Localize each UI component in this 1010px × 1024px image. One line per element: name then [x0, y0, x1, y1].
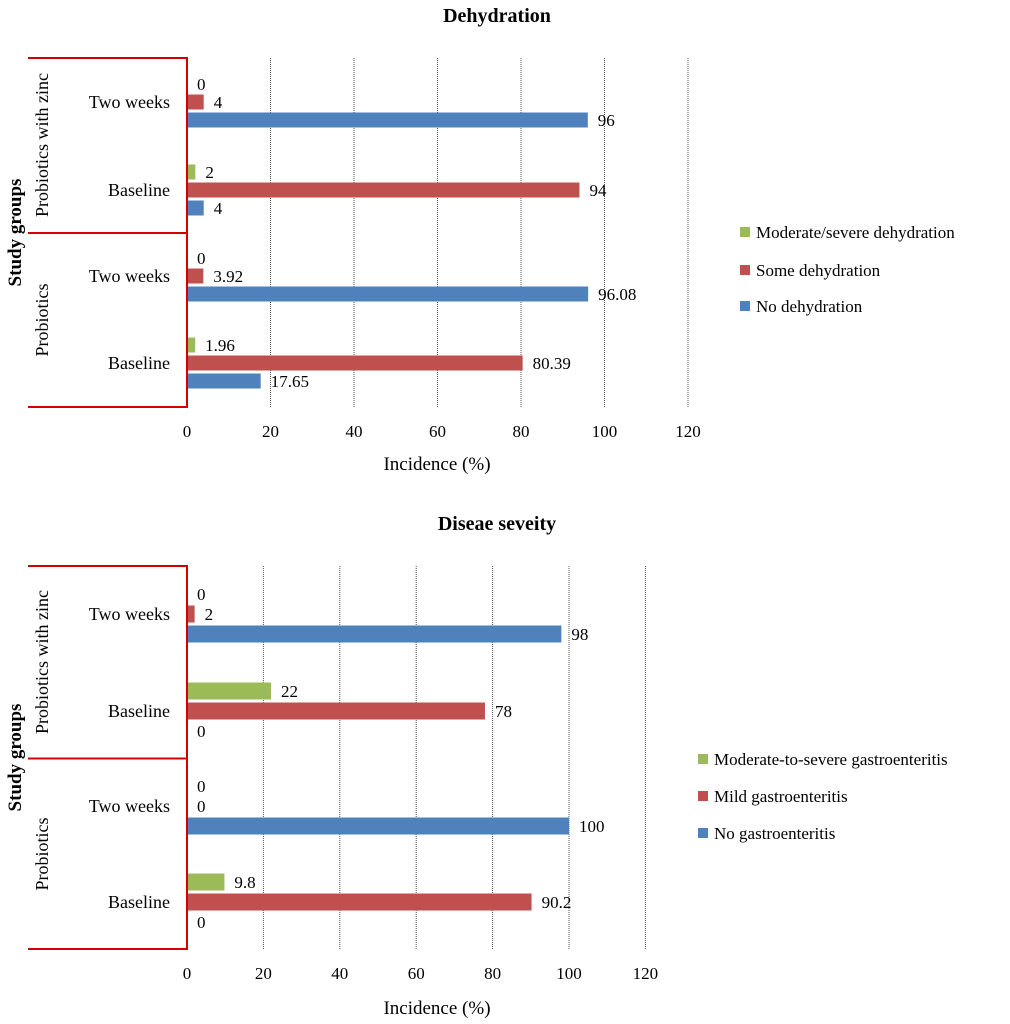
data-label: 78 [495, 702, 512, 721]
category-label: Baseline [108, 892, 170, 912]
bar [187, 337, 196, 353]
x-tick-label: 80 [484, 964, 501, 983]
data-label: 0 [197, 913, 206, 932]
data-label: 0 [197, 75, 206, 94]
bar [187, 682, 272, 700]
x-tick-label: 120 [633, 964, 659, 983]
legend-label: Moderate/severe dehydration [756, 223, 955, 242]
category-label: Two weeks [89, 604, 170, 624]
category-label: Baseline [108, 701, 170, 721]
data-label: 0 [197, 777, 206, 796]
legend-swatch [698, 828, 708, 838]
data-label: 4 [214, 93, 223, 112]
legend-swatch [698, 754, 708, 764]
data-label: 90.2 [542, 893, 572, 912]
data-label: 0 [197, 249, 206, 268]
data-label: 22 [281, 682, 298, 701]
x-tick-label: 40 [331, 964, 348, 983]
bar [187, 164, 196, 180]
data-label: 80.39 [533, 354, 571, 373]
data-label: 1.96 [205, 336, 235, 355]
bar [187, 873, 225, 891]
bar [187, 182, 580, 198]
data-label: 3.92 [213, 267, 243, 286]
legend-label: No dehydration [756, 297, 863, 316]
x-axis-label: Incidence (%) [383, 454, 490, 475]
data-label: 9.8 [234, 873, 255, 892]
chart-title: Dehydration [443, 5, 551, 27]
data-label: 2 [205, 163, 214, 182]
legend-label: Some dehydration [756, 261, 881, 280]
bar [187, 200, 204, 216]
category-label: Two weeks [89, 796, 170, 816]
legend-swatch [740, 301, 750, 311]
y-axis-label: Study groups [5, 704, 26, 812]
data-label: 0 [197, 722, 206, 741]
category-label: Two weeks [89, 266, 170, 286]
bar [187, 373, 261, 389]
bar [187, 94, 204, 110]
data-label: 0 [197, 585, 206, 604]
legend-label: No gastroenteritis [714, 824, 835, 843]
data-label: 0 [197, 797, 206, 816]
x-tick-label: 100 [556, 964, 582, 983]
x-tick-label: 100 [592, 422, 618, 441]
legend-label: Mild gastroenteritis [714, 787, 848, 806]
legend-label: Moderate-to-severe gastroenteritis [714, 750, 948, 769]
group-label: Probiotics with zinc [32, 590, 52, 734]
data-label: 94 [589, 181, 607, 200]
legend-swatch [740, 227, 750, 237]
x-tick-label: 0 [183, 964, 192, 983]
x-tick-label: 0 [183, 422, 192, 441]
bar [187, 702, 485, 720]
group-label: Probiotics with zinc [32, 73, 52, 217]
group-label: Probiotics [32, 817, 52, 890]
bar [187, 605, 195, 623]
bar [187, 286, 589, 302]
legend-swatch [698, 791, 708, 801]
x-tick-label: 60 [429, 422, 446, 441]
data-label: 17.65 [271, 372, 309, 391]
legend-swatch [740, 265, 750, 275]
data-label: 4 [214, 199, 223, 218]
bar [187, 268, 204, 284]
x-tick-label: 20 [255, 964, 272, 983]
x-tick-label: 60 [408, 964, 425, 983]
category-label: Baseline [108, 180, 170, 200]
data-label: 96.08 [598, 285, 636, 304]
data-label: 2 [205, 605, 214, 624]
x-tick-label: 40 [346, 422, 363, 441]
group-bracket [28, 757, 188, 950]
y-axis-label: Study groups [5, 179, 26, 287]
data-label: 96 [598, 111, 615, 130]
data-label: 100 [579, 817, 605, 836]
bar [187, 893, 532, 911]
x-axis-label: Incidence (%) [383, 998, 490, 1019]
bar [187, 817, 569, 835]
bar [187, 355, 523, 371]
x-tick-label: 80 [513, 422, 530, 441]
bar [187, 112, 588, 128]
data-label: 98 [571, 625, 588, 644]
x-tick-label: 20 [262, 422, 279, 441]
x-tick-label: 120 [675, 422, 701, 441]
group-label: Probiotics [32, 283, 52, 356]
bar [187, 625, 562, 643]
chart-title: Diseae seveity [438, 513, 556, 535]
category-label: Baseline [108, 353, 170, 373]
group-bracket [28, 232, 188, 408]
category-label: Two weeks [89, 92, 170, 112]
